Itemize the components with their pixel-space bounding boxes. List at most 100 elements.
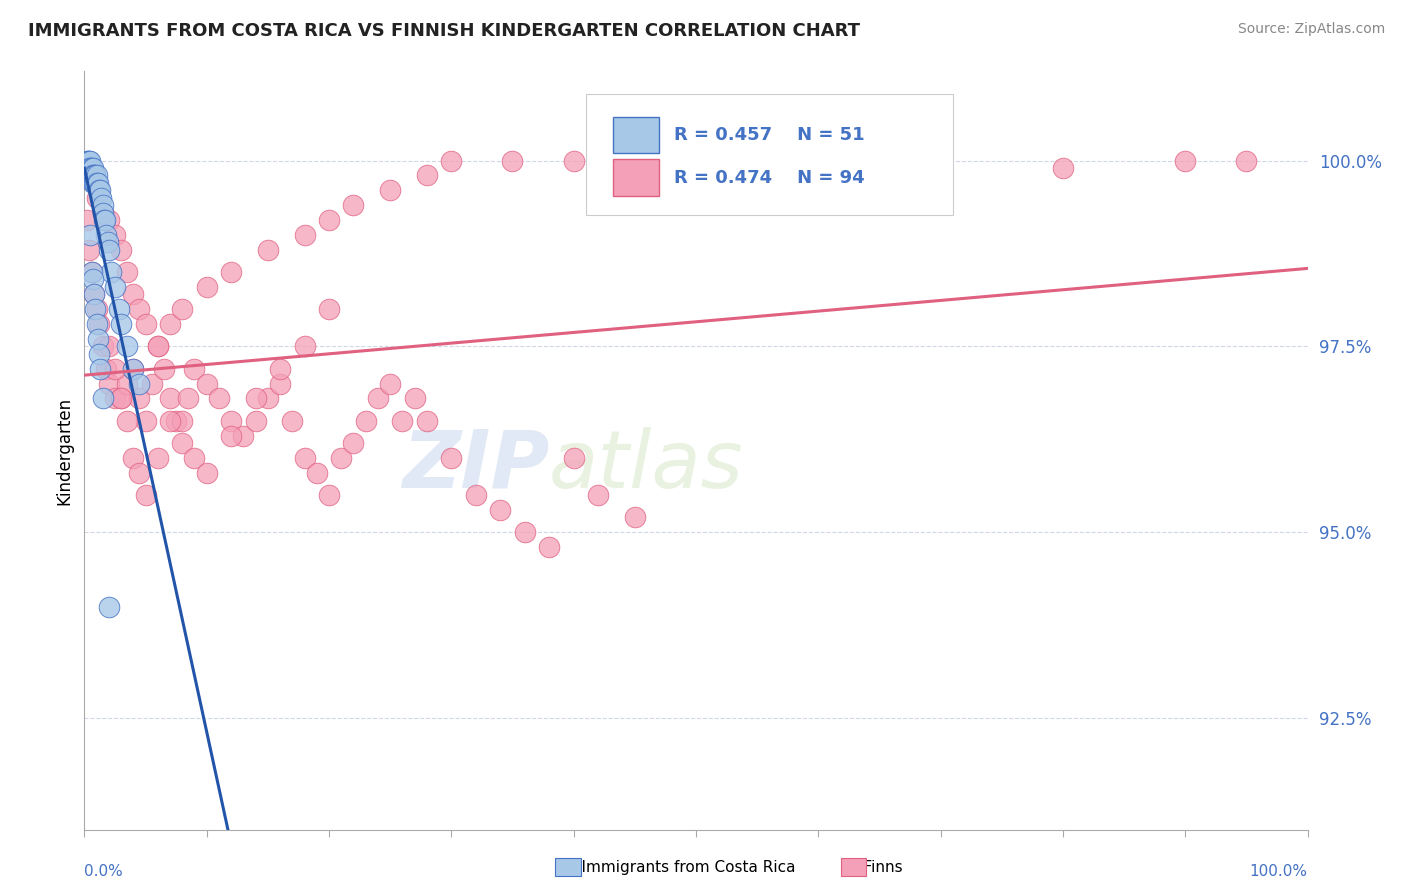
Point <box>318 488 340 502</box>
Point <box>172 302 194 317</box>
Point <box>83 176 105 190</box>
Point <box>115 376 138 391</box>
Point <box>281 414 304 428</box>
Point <box>195 280 218 294</box>
Point <box>79 169 101 183</box>
Point <box>208 392 231 406</box>
Point <box>110 392 132 406</box>
Point <box>97 339 120 353</box>
Text: R = 0.457    N = 51: R = 0.457 N = 51 <box>673 126 865 144</box>
Point <box>128 392 150 406</box>
Point <box>172 436 194 450</box>
Point <box>91 392 114 406</box>
Point <box>464 488 486 502</box>
Point <box>79 227 101 242</box>
Point <box>83 169 105 183</box>
Point <box>135 317 157 331</box>
Point <box>77 153 100 168</box>
Point <box>294 450 316 465</box>
Point <box>219 414 242 428</box>
Point <box>91 205 114 219</box>
Text: Source: ZipAtlas.com: Source: ZipAtlas.com <box>1237 22 1385 37</box>
Point <box>159 414 181 428</box>
Point <box>79 153 101 168</box>
Point <box>165 414 187 428</box>
Point <box>122 361 145 376</box>
Point <box>87 176 110 190</box>
Point <box>294 227 316 242</box>
Point <box>159 317 181 331</box>
FancyBboxPatch shape <box>586 95 953 216</box>
Point <box>586 488 609 502</box>
Point <box>94 213 117 227</box>
Point <box>391 414 413 428</box>
Point <box>89 183 111 197</box>
Point <box>219 265 242 279</box>
Point <box>110 392 132 406</box>
Point <box>82 161 104 175</box>
Point <box>84 176 107 190</box>
Point <box>172 414 194 428</box>
Point <box>929 169 952 183</box>
Point <box>82 272 104 286</box>
Point <box>96 361 118 376</box>
Point <box>318 302 340 317</box>
Point <box>79 161 101 175</box>
Point <box>91 198 114 212</box>
Point <box>269 361 291 376</box>
Point <box>195 466 218 480</box>
Point <box>135 488 157 502</box>
Point <box>342 198 364 212</box>
Point <box>195 376 218 391</box>
Point <box>245 414 267 428</box>
Point <box>440 450 463 465</box>
Point <box>380 376 402 391</box>
Point <box>104 227 127 242</box>
Point <box>245 392 267 406</box>
Point <box>122 450 145 465</box>
Point <box>269 376 291 391</box>
Point <box>91 205 114 219</box>
Point <box>183 450 205 465</box>
Bar <box>613 160 659 195</box>
Point <box>84 302 107 317</box>
Point <box>76 153 98 168</box>
Point <box>80 169 103 183</box>
Text: 0.0%: 0.0% <box>84 864 124 880</box>
Point <box>489 503 512 517</box>
Point <box>77 161 100 175</box>
Point <box>502 153 524 168</box>
Point <box>93 213 115 227</box>
Point <box>89 361 111 376</box>
Point <box>87 183 110 197</box>
Point <box>232 428 254 442</box>
Point <box>86 302 108 317</box>
Point <box>80 265 103 279</box>
Point <box>146 339 169 353</box>
Point <box>97 376 120 391</box>
Point <box>153 361 176 376</box>
Point <box>82 169 104 183</box>
Text: Finns: Finns <box>844 860 903 874</box>
Point <box>97 213 120 227</box>
Point <box>100 265 122 279</box>
Point <box>77 161 100 175</box>
Point <box>257 243 280 257</box>
Point <box>87 332 110 346</box>
Text: Immigrants from Costa Rica: Immigrants from Costa Rica <box>562 860 796 874</box>
Point <box>1174 153 1197 168</box>
Point <box>115 339 138 353</box>
Point <box>104 392 127 406</box>
Point <box>128 302 150 317</box>
Point <box>115 414 138 428</box>
Point <box>128 376 150 391</box>
Point <box>146 450 169 465</box>
Point <box>79 161 101 175</box>
Point <box>104 280 127 294</box>
Point <box>87 347 110 361</box>
Point <box>86 317 108 331</box>
Text: atlas: atlas <box>550 426 744 505</box>
Point <box>141 376 163 391</box>
Point <box>177 392 200 406</box>
Point <box>380 183 402 197</box>
